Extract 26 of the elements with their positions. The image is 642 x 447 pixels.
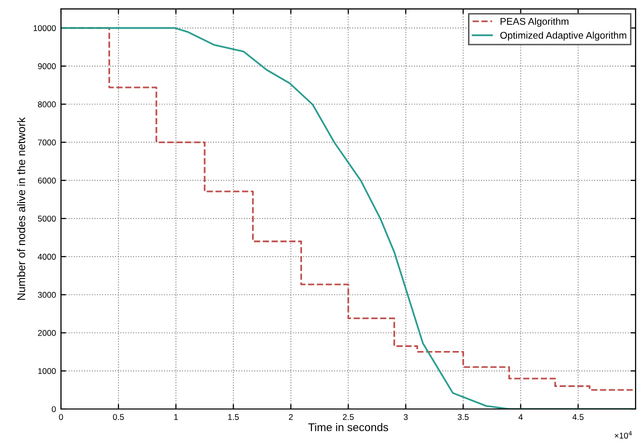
x-tick-label: 1.5	[228, 414, 239, 420]
y-tick-label: 6000	[38, 178, 56, 184]
y-tick-label: 4000	[38, 254, 56, 260]
y-tick-label: 10000	[34, 25, 56, 32]
y-tick-label: 8000	[38, 101, 56, 108]
x-tick-label: 4.5	[572, 414, 584, 420]
y-tick-label: 0	[52, 406, 56, 412]
x-tick-label: 0	[59, 414, 63, 420]
x-tick-label: 4	[518, 414, 523, 420]
x-tick-label: 2.5	[342, 414, 354, 420]
x-axis-title: Time in seconds	[308, 423, 388, 432]
x-tick-label: 0.5	[112, 414, 124, 420]
y-tick-label: 2000	[38, 330, 56, 336]
legend-label: Optimized Adaptive Algorithm	[500, 32, 626, 41]
y-tick-label: 3000	[38, 292, 56, 298]
x-tick-label: 3.5	[458, 414, 469, 420]
x-tick-label: 1	[174, 414, 178, 420]
y-axis-title: Number of nodes alive in the network	[17, 117, 26, 300]
x-tick-label: 2	[288, 414, 293, 420]
text: ×10$^{4}$	[614, 431, 632, 439]
y-tick-label: 9000	[38, 63, 56, 70]
y-tick-label: 5000	[38, 216, 56, 222]
x-tick-label: 3	[404, 414, 408, 420]
legend-label: PEAS Algorithm	[500, 18, 568, 27]
y-tick-label: 1000	[38, 368, 56, 374]
y-tick-label: 7000	[38, 139, 56, 146]
